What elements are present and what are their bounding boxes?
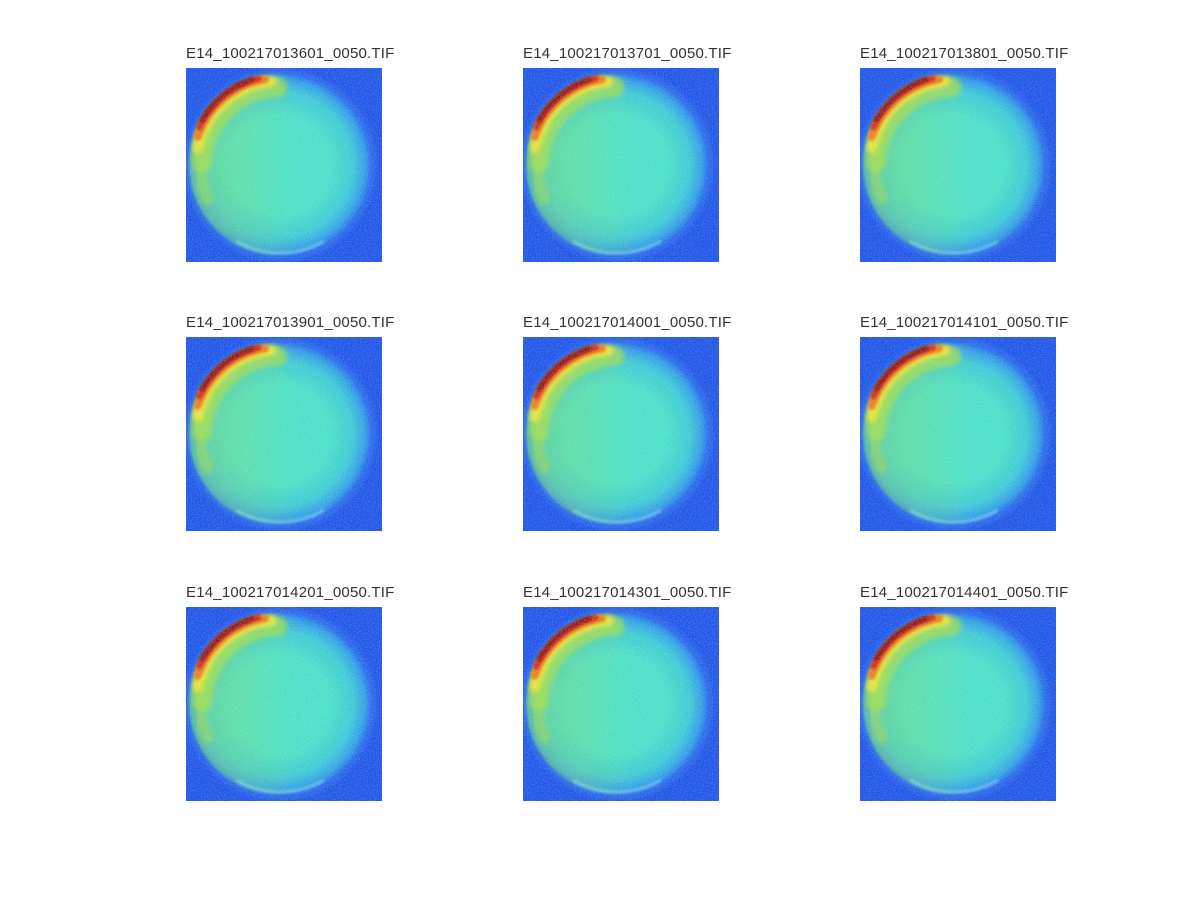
subplot-panel: E14_100217014001_0050.TIF bbox=[523, 313, 732, 531]
subplot-title: E14_100217014301_0050.TIF bbox=[523, 584, 732, 601]
subplot-panel: E14_100217013801_0050.TIF bbox=[860, 44, 1069, 262]
subplot-panel: E14_100217013701_0050.TIF bbox=[523, 44, 732, 262]
subplot-panel: E14_100217014101_0050.TIF bbox=[860, 313, 1069, 531]
subplot-title: E14_100217014401_0050.TIF bbox=[860, 584, 1069, 601]
pseudocolor-image bbox=[860, 68, 1056, 262]
subplot-panel: E14_100217013901_0050.TIF bbox=[186, 313, 395, 531]
pseudocolor-image bbox=[186, 337, 382, 531]
pseudocolor-image bbox=[523, 607, 719, 801]
subplot-title: E14_100217014001_0050.TIF bbox=[523, 314, 732, 331]
pseudocolor-image bbox=[186, 607, 382, 801]
subplot-panel: E14_100217014201_0050.TIF bbox=[186, 583, 395, 801]
subplot-title: E14_100217014101_0050.TIF bbox=[860, 314, 1069, 331]
subplot-title: E14_100217013901_0050.TIF bbox=[186, 314, 395, 331]
pseudocolor-image bbox=[860, 337, 1056, 531]
pseudocolor-image bbox=[523, 68, 719, 262]
subplot-title: E14_100217014201_0050.TIF bbox=[186, 584, 395, 601]
subplot-title: E14_100217013801_0050.TIF bbox=[860, 45, 1069, 62]
subplot-title: E14_100217013601_0050.TIF bbox=[186, 45, 395, 62]
pseudocolor-image bbox=[186, 68, 382, 262]
pseudocolor-image bbox=[523, 337, 719, 531]
subplot-panel: E14_100217013601_0050.TIF bbox=[186, 44, 395, 262]
subplot-title: E14_100217013701_0050.TIF bbox=[523, 45, 732, 62]
subplot-panel: E14_100217014401_0050.TIF bbox=[860, 583, 1069, 801]
subplot-panel: E14_100217014301_0050.TIF bbox=[523, 583, 732, 801]
pseudocolor-image bbox=[860, 607, 1056, 801]
